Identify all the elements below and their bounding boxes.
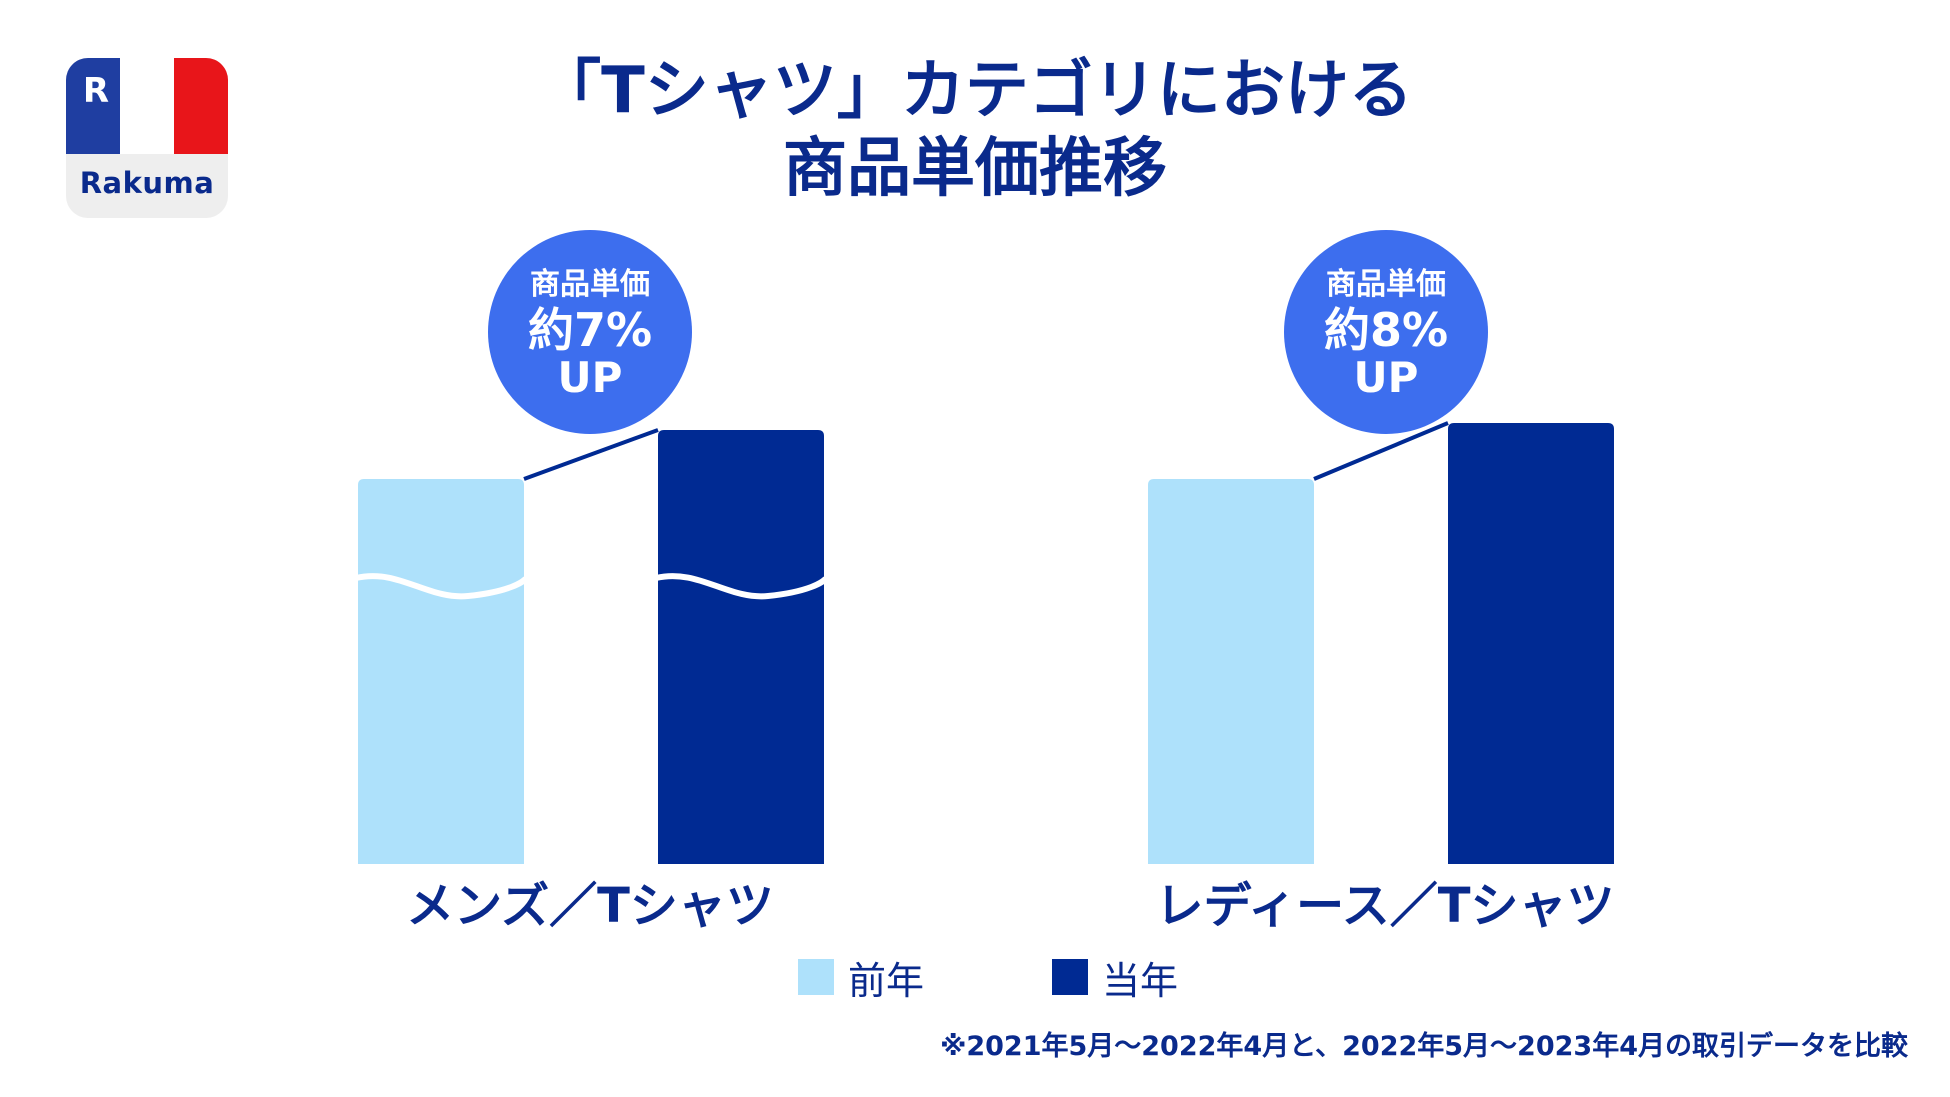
badge-percent: 約7% <box>528 303 652 357</box>
category-label: レディース／Tシャツ <box>1156 878 1615 934</box>
bar-previous-year <box>1148 479 1314 864</box>
legend-swatch-previous <box>798 959 834 995</box>
trend-connector-line <box>523 428 659 481</box>
increase-badge <box>488 230 692 434</box>
increase-badge <box>1284 230 1488 434</box>
legend-item-previous: 前年 <box>798 953 924 1003</box>
flag-stripe-red <box>174 58 228 154</box>
badge-label: 商品単価 <box>1326 267 1446 302</box>
french-flag <box>66 58 228 154</box>
rakuma-r-icon: R <box>82 71 110 111</box>
bar-previous-year <box>358 479 524 864</box>
axis-break-current <box>655 573 829 600</box>
bar-current-year <box>1448 423 1614 864</box>
title-line-2: 商品単価推移 <box>783 132 1167 206</box>
legend-label-previous: 前年 <box>848 958 925 1003</box>
legend-item-current: 当年 <box>1052 953 1178 1003</box>
badge-percent: 約8% <box>1324 303 1448 357</box>
legend-label-current: 当年 <box>1102 958 1179 1003</box>
trend-connector-line <box>1313 421 1449 481</box>
footnote: ※2021年5月〜2022年4月と、2022年5月〜2023年4月の取引データを… <box>940 1031 1908 1062</box>
flag-stripe-blue <box>66 58 120 154</box>
bar-current-year <box>658 430 824 864</box>
badge-up: UP <box>558 353 623 402</box>
page-title: 「Tシャツ」カテゴリにおける 商品単価推移 <box>0 52 1950 208</box>
badge-up: UP <box>1354 353 1419 402</box>
rakuma-logo: R Rakuma <box>66 58 228 218</box>
badge-label: 商品単価 <box>530 267 650 302</box>
category-label: メンズ／Tシャツ <box>406 878 774 934</box>
axis-break-previous <box>355 573 529 600</box>
title-line-1: 「Tシャツ」カテゴリにおける <box>537 54 1413 128</box>
logo-brand-text: Rakuma <box>79 166 215 200</box>
legend-swatch-current <box>1052 959 1088 995</box>
flag-stripe-white <box>120 58 174 154</box>
